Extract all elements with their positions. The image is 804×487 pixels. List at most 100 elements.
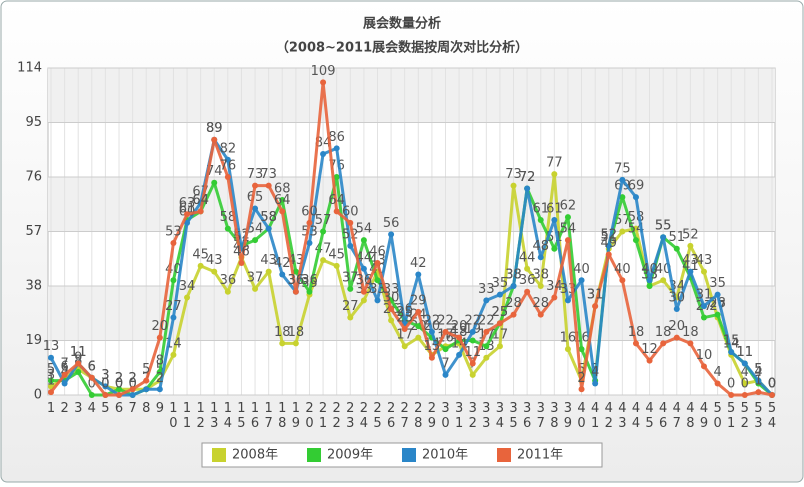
data-point bbox=[252, 285, 259, 292]
chart-subtitle: （2008~2011展会数据按周次对比分析） bbox=[276, 40, 528, 56]
data-label: 46 bbox=[233, 245, 250, 260]
data-point bbox=[360, 265, 367, 272]
data-point bbox=[578, 277, 585, 284]
data-point bbox=[102, 383, 109, 390]
data-point bbox=[578, 386, 585, 393]
data-point bbox=[592, 380, 599, 387]
data-label: 22 bbox=[424, 313, 441, 328]
data-point bbox=[360, 297, 367, 304]
data-label: 43 bbox=[260, 253, 277, 268]
data-label: 0 bbox=[727, 377, 735, 392]
data-label: 0 bbox=[768, 377, 776, 392]
data-label: 75 bbox=[614, 161, 631, 176]
data-label: 25 bbox=[492, 305, 509, 320]
data-label: 1 bbox=[47, 374, 55, 389]
x-tick-label: 51 bbox=[724, 401, 739, 431]
data-label: 57 bbox=[315, 213, 332, 228]
data-label: 15 bbox=[723, 333, 740, 348]
data-label: 5 bbox=[754, 362, 762, 377]
legend-label[interactable]: 2009年 bbox=[327, 448, 373, 463]
data-label: 5 bbox=[47, 362, 55, 377]
data-point bbox=[483, 297, 490, 304]
data-point bbox=[401, 326, 408, 333]
data-label: 4 bbox=[741, 365, 749, 380]
data-label: 6 bbox=[60, 359, 68, 374]
data-label: 36 bbox=[301, 273, 318, 288]
data-label: 16 bbox=[560, 331, 577, 346]
data-label: 13 bbox=[43, 339, 60, 354]
data-label: 11 bbox=[737, 345, 754, 360]
legend-swatch[interactable] bbox=[212, 448, 226, 462]
x-tick-label: 31 bbox=[452, 401, 467, 431]
data-label: 58 bbox=[260, 210, 277, 225]
data-label: 22 bbox=[437, 313, 454, 328]
data-label: 48 bbox=[532, 239, 549, 254]
x-tick-label: 2 bbox=[57, 401, 72, 416]
data-point bbox=[279, 340, 286, 347]
data-label: 45 bbox=[192, 247, 209, 262]
x-tick-label: 24 bbox=[356, 401, 371, 431]
data-point bbox=[374, 277, 381, 284]
x-tick-label: 47 bbox=[669, 401, 684, 431]
data-label: 0 bbox=[115, 377, 123, 392]
data-point bbox=[551, 294, 558, 301]
data-point bbox=[415, 308, 422, 315]
data-label: 36 bbox=[519, 273, 536, 288]
data-point bbox=[224, 156, 231, 163]
data-point bbox=[469, 337, 476, 344]
data-label: 0 bbox=[768, 377, 776, 392]
legend-swatch[interactable] bbox=[402, 448, 416, 462]
data-label: 38 bbox=[532, 268, 549, 283]
data-point bbox=[632, 237, 639, 244]
data-label: 36 bbox=[288, 273, 305, 288]
data-point bbox=[619, 176, 626, 183]
data-point bbox=[524, 265, 531, 272]
data-label: 54 bbox=[356, 222, 373, 237]
data-point bbox=[320, 257, 327, 264]
data-point bbox=[510, 311, 517, 318]
legend-label[interactable]: 2008年 bbox=[232, 448, 278, 463]
data-point bbox=[442, 371, 449, 378]
legend-label[interactable]: 2011年 bbox=[517, 448, 563, 463]
data-label: 7 bbox=[60, 356, 68, 371]
data-label: 22 bbox=[464, 313, 481, 328]
data-point bbox=[265, 268, 272, 275]
data-label: 18 bbox=[682, 325, 699, 340]
legend-label[interactable]: 2010年 bbox=[422, 448, 468, 463]
data-point bbox=[347, 285, 354, 292]
legend-swatch[interactable] bbox=[307, 448, 321, 462]
data-label: 13 bbox=[424, 339, 441, 354]
data-point bbox=[279, 208, 286, 215]
data-point bbox=[197, 208, 204, 215]
data-point bbox=[347, 242, 354, 249]
data-point bbox=[619, 228, 626, 235]
data-label: 62 bbox=[560, 199, 577, 214]
data-label: 36 bbox=[356, 273, 373, 288]
data-point bbox=[496, 320, 503, 327]
data-label: 72 bbox=[519, 170, 536, 185]
data-point bbox=[632, 340, 639, 347]
x-tick-label: 46 bbox=[656, 401, 671, 431]
data-label: 53 bbox=[165, 224, 182, 239]
data-label: 0 bbox=[768, 377, 776, 392]
data-label: 37 bbox=[342, 270, 359, 285]
data-point bbox=[769, 392, 775, 398]
data-point bbox=[388, 231, 395, 238]
x-tick-label: 27 bbox=[397, 401, 412, 431]
x-tick-label: 17 bbox=[261, 401, 276, 431]
data-label: 5 bbox=[60, 362, 68, 377]
x-tick-label: 18 bbox=[275, 401, 290, 431]
data-point bbox=[496, 291, 503, 298]
data-label: 73 bbox=[247, 167, 264, 182]
data-label: 31 bbox=[696, 288, 713, 303]
x-tick-label: 41 bbox=[588, 401, 603, 431]
legend-swatch[interactable] bbox=[497, 448, 511, 462]
series-line bbox=[49, 138, 774, 397]
data-label: 20 bbox=[152, 319, 169, 334]
data-label: 0 bbox=[88, 377, 96, 392]
data-label: 31 bbox=[587, 288, 604, 303]
x-tick-label: 48 bbox=[683, 401, 698, 431]
data-point bbox=[224, 225, 231, 232]
y-tick-label: 19 bbox=[25, 333, 42, 348]
x-tick-label: 9 bbox=[152, 401, 167, 416]
